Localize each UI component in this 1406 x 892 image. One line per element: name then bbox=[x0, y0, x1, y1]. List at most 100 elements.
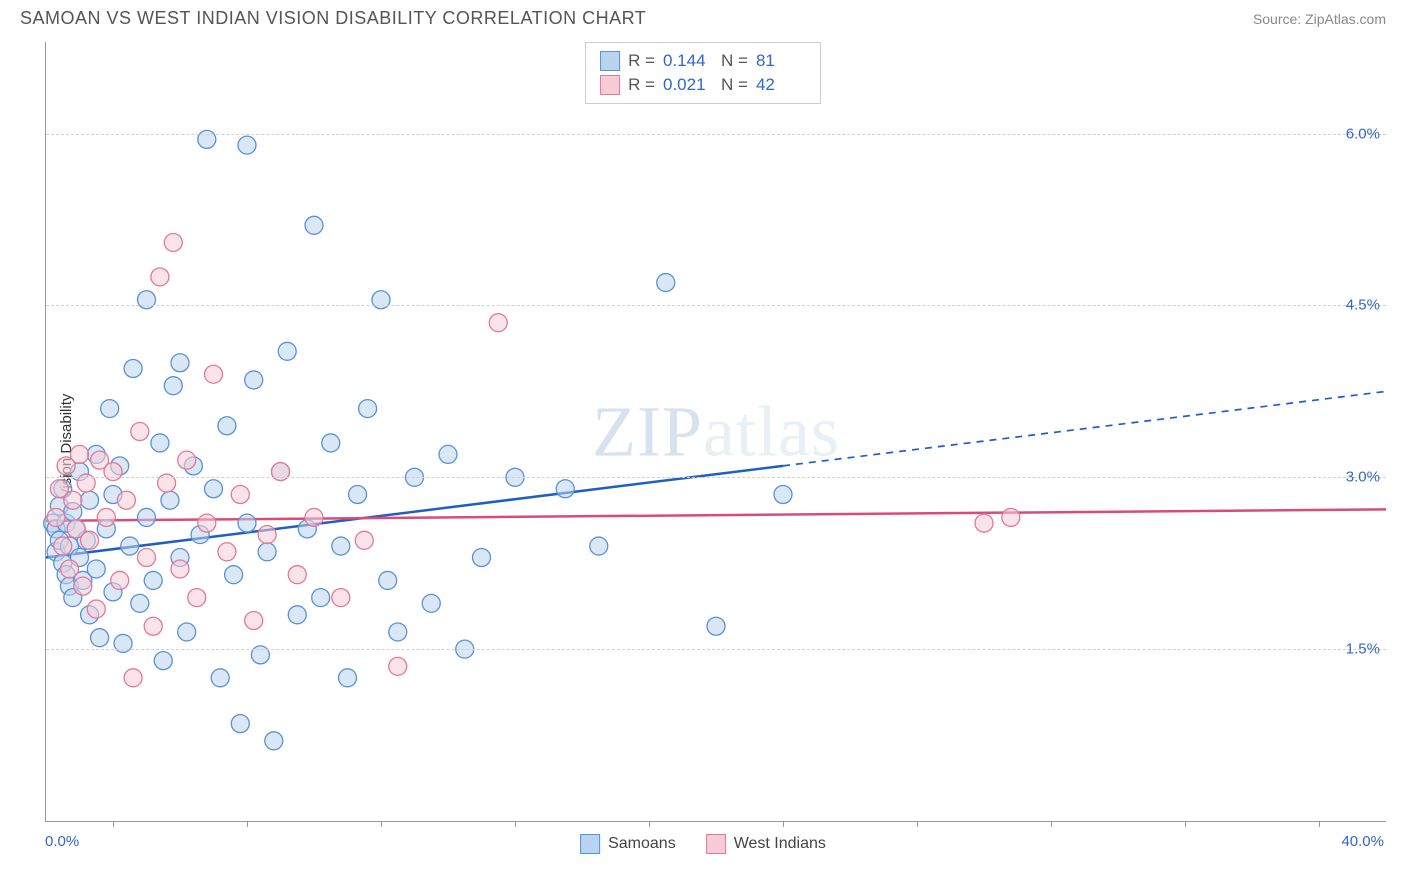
scatter-point bbox=[322, 434, 340, 452]
scatter-point bbox=[231, 486, 249, 504]
x-tick bbox=[1051, 821, 1052, 827]
source-attribution: Source: ZipAtlas.com bbox=[1253, 11, 1386, 27]
scatter-point bbox=[91, 629, 109, 647]
R-label: R = bbox=[628, 75, 655, 95]
x-tick bbox=[515, 821, 516, 827]
scatter-point bbox=[359, 400, 377, 418]
scatter-point bbox=[138, 508, 156, 526]
x-tick bbox=[917, 821, 918, 827]
scatter-point bbox=[225, 566, 243, 584]
y-tick-label: 4.5% bbox=[1346, 297, 1380, 314]
scatter-point bbox=[1002, 508, 1020, 526]
scatter-point bbox=[74, 577, 92, 595]
scatter-point bbox=[87, 600, 105, 618]
chart-title: SAMOAN VS WEST INDIAN VISION DISABILITY … bbox=[20, 8, 646, 29]
scatter-point bbox=[131, 423, 149, 441]
scatter-point bbox=[144, 617, 162, 635]
x-tick bbox=[247, 821, 248, 827]
scatter-point bbox=[288, 606, 306, 624]
scatter-point bbox=[97, 508, 115, 526]
stats-legend: R = 0.144 N = 81 R = 0.021 N = 42 bbox=[585, 42, 821, 104]
gridline bbox=[46, 649, 1386, 650]
scatter-point bbox=[245, 612, 263, 630]
scatter-point bbox=[379, 571, 397, 589]
y-tick-label: 3.0% bbox=[1346, 469, 1380, 486]
scatter-point bbox=[389, 657, 407, 675]
scatter-point bbox=[332, 537, 350, 555]
scatter-point bbox=[288, 566, 306, 584]
scatter-point bbox=[211, 669, 229, 687]
scatter-point bbox=[245, 371, 263, 389]
scatter-point bbox=[355, 531, 373, 549]
scatter-point bbox=[121, 537, 139, 555]
scatter-point bbox=[151, 434, 169, 452]
scatter-point bbox=[178, 451, 196, 469]
x-axis-max-label: 40.0% bbox=[1341, 833, 1384, 850]
scatter-point bbox=[60, 560, 78, 578]
scatter-point bbox=[144, 571, 162, 589]
scatter-points-layer bbox=[46, 42, 1386, 821]
N-value: 42 bbox=[756, 75, 806, 95]
scatter-point bbox=[305, 508, 323, 526]
x-tick bbox=[1185, 821, 1186, 827]
gridline bbox=[46, 477, 1386, 478]
scatter-point bbox=[422, 594, 440, 612]
legend-item: West Indians bbox=[706, 834, 826, 854]
N-label: N = bbox=[721, 51, 748, 71]
scatter-point bbox=[178, 623, 196, 641]
scatter-point bbox=[164, 377, 182, 395]
y-tick-label: 6.0% bbox=[1346, 125, 1380, 142]
scatter-point bbox=[657, 274, 675, 292]
scatter-point bbox=[124, 669, 142, 687]
gridline bbox=[46, 305, 1386, 306]
scatter-point bbox=[161, 491, 179, 509]
scatter-point bbox=[265, 732, 283, 750]
scatter-point bbox=[389, 623, 407, 641]
R-label: R = bbox=[628, 51, 655, 71]
R-value: 0.144 bbox=[663, 51, 713, 71]
scatter-point bbox=[258, 526, 276, 544]
scatter-point bbox=[312, 589, 330, 607]
scatter-point bbox=[258, 543, 276, 561]
N-value: 81 bbox=[756, 51, 806, 71]
scatter-point bbox=[556, 480, 574, 498]
scatter-point bbox=[87, 560, 105, 578]
scatter-point bbox=[171, 560, 189, 578]
stats-legend-row: R = 0.021 N = 42 bbox=[600, 73, 806, 97]
scatter-point bbox=[238, 136, 256, 154]
gridline bbox=[46, 134, 1386, 135]
scatter-point bbox=[111, 571, 129, 589]
scatter-point bbox=[47, 508, 65, 526]
scatter-point bbox=[975, 514, 993, 532]
scatter-point bbox=[124, 359, 142, 377]
N-label: N = bbox=[721, 75, 748, 95]
x-axis-min-label: 0.0% bbox=[45, 833, 79, 850]
scatter-point bbox=[774, 486, 792, 504]
scatter-point bbox=[171, 354, 189, 372]
scatter-point bbox=[278, 342, 296, 360]
plot-area: ZIPatlas 1.5%3.0%4.5%6.0% bbox=[45, 42, 1386, 822]
R-value: 0.021 bbox=[663, 75, 713, 95]
scatter-point bbox=[64, 491, 82, 509]
scatter-point bbox=[151, 268, 169, 286]
y-tick-label: 1.5% bbox=[1346, 641, 1380, 658]
legend-swatch bbox=[600, 51, 620, 71]
series-name: West Indians bbox=[734, 835, 826, 853]
x-tick bbox=[1319, 821, 1320, 827]
scatter-point bbox=[439, 445, 457, 463]
scatter-point bbox=[473, 549, 491, 567]
x-tick bbox=[783, 821, 784, 827]
scatter-point bbox=[131, 594, 149, 612]
scatter-point bbox=[205, 480, 223, 498]
scatter-point bbox=[54, 537, 72, 555]
scatter-point bbox=[707, 617, 725, 635]
legend-swatch bbox=[600, 75, 620, 95]
scatter-point bbox=[71, 445, 89, 463]
scatter-point bbox=[198, 514, 216, 532]
scatter-point bbox=[81, 531, 99, 549]
scatter-point bbox=[205, 365, 223, 383]
scatter-point bbox=[349, 486, 367, 504]
legend-swatch bbox=[580, 834, 600, 854]
scatter-point bbox=[590, 537, 608, 555]
series-legend: SamoansWest Indians bbox=[580, 834, 826, 854]
